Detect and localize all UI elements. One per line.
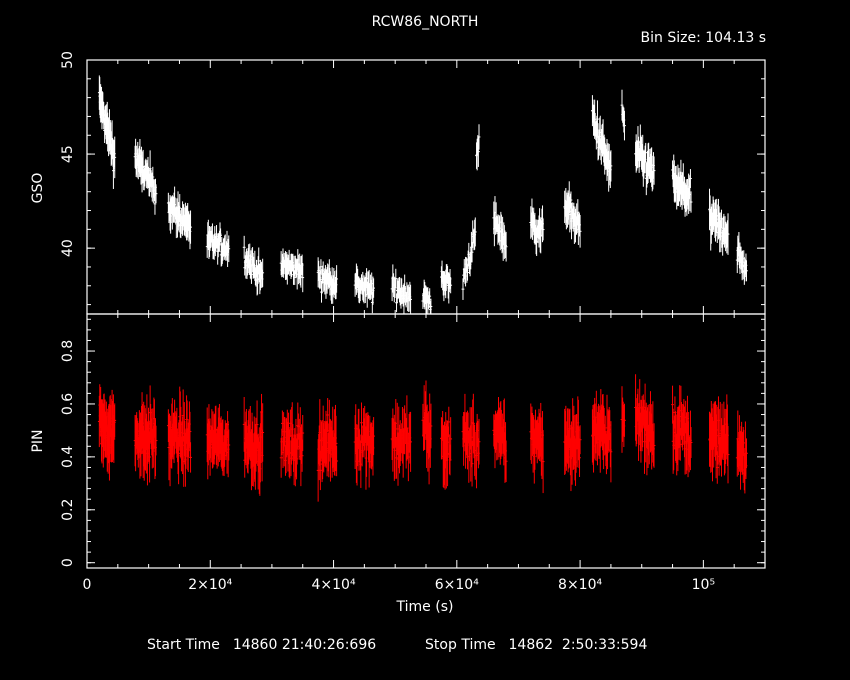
chart-title: RCW86_NORTH <box>371 14 479 30</box>
pin-y-tick-label: 0.8 <box>60 340 76 362</box>
start-time-label: Start Time <box>147 637 220 653</box>
x-tick-label: 4×10⁴ <box>312 577 356 593</box>
stop-time-label: Stop Time <box>425 637 496 653</box>
pin-y-axis-label: PIN <box>30 429 46 452</box>
axis-tick-labels: 40 45 50 0 0.2 0.4 0.6 0.8 0 2×10⁴ 4×10⁴ 6×10⁴ 8×10⁴… <box>60 51 715 593</box>
x-tick-label: 10⁵ <box>692 577 715 593</box>
pin-series <box>97 374 748 502</box>
x-tick-label: 6×10⁴ <box>435 577 479 593</box>
x-tick-label: 0 <box>83 577 92 593</box>
gso-y-tick-label: 40 <box>60 239 76 257</box>
gso-panel-frame <box>86 59 766 315</box>
gso-series <box>97 75 748 314</box>
pin-y-tick-label: 0.6 <box>60 393 76 415</box>
x-tick-label: 8×10⁴ <box>558 577 602 593</box>
x-axis-label: Time (s) <box>396 599 454 615</box>
pin-y-tick-label: 0 <box>60 558 76 567</box>
axis-ticks <box>86 59 766 568</box>
gso-y-tick-label: 50 <box>60 51 76 69</box>
start-time-value: 14860 21:40:26:696 <box>232 637 377 653</box>
pin-y-tick-label: 0.2 <box>60 499 76 521</box>
gso-y-tick-label: 45 <box>60 145 76 163</box>
time-range-footer: Start Time 14860 21:40:26:696 Stop Time … <box>147 637 647 653</box>
gso-y-axis-label: GSO <box>30 173 46 204</box>
x-tick-label: 2×10⁴ <box>188 577 232 593</box>
bin-size-label: Bin Size: 104.13 s <box>640 30 766 46</box>
stop-time-value: 14862 2:50:33:594 <box>508 637 648 653</box>
pin-y-tick-label: 0.4 <box>60 446 76 468</box>
